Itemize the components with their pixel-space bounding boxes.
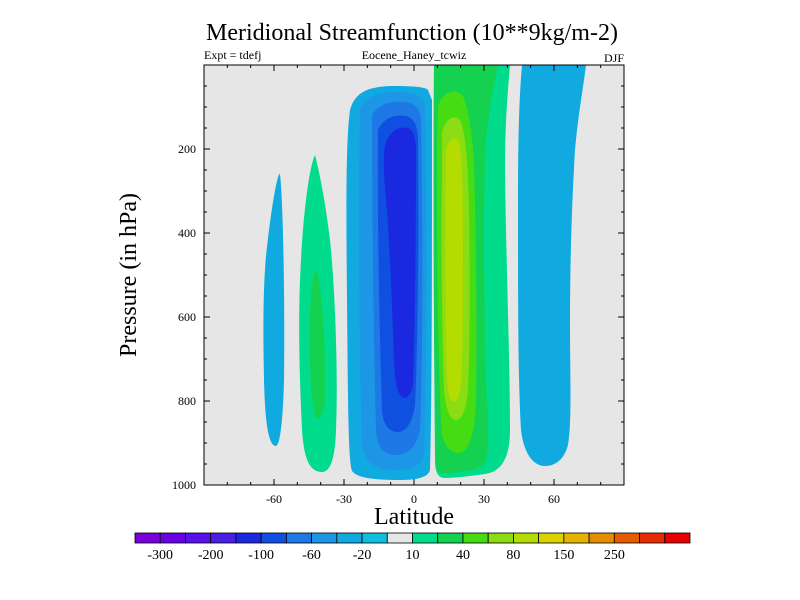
- colorbar-swatch: [159, 532, 186, 544]
- experiment-label: Expt = tdefj: [204, 48, 261, 62]
- colorbar-swatch: [361, 532, 388, 544]
- colorbar-swatch: [513, 532, 540, 544]
- colorbar-swatch: [639, 532, 666, 544]
- colorbar-swatch: [664, 532, 691, 544]
- x-tick-label: 30: [478, 492, 490, 506]
- colorbar-label: -200: [198, 548, 224, 563]
- y-tick-label: 600: [178, 310, 196, 324]
- season-label: DJF: [604, 51, 624, 65]
- colorbar-label: -300: [147, 548, 173, 563]
- chart-title: Meridional Streamfunction (10**9kg/m-2): [206, 20, 618, 46]
- x-tick-label: -30: [336, 492, 352, 506]
- colorbar-swatch: [210, 532, 237, 544]
- y-tick-label: 200: [178, 142, 196, 156]
- colorbar-swatch: [134, 532, 161, 544]
- colorbar-label: 250: [604, 548, 625, 563]
- y-tick-label: 800: [178, 394, 196, 408]
- colorbar-label: 40: [456, 548, 470, 563]
- colorbar-swatch: [336, 532, 363, 544]
- x-tick-label: 0: [411, 492, 417, 506]
- run-name-label: Eocene_Haney_tcwiz: [362, 48, 467, 62]
- colorbar-label: 80: [506, 548, 520, 563]
- contour-north-pos250: [445, 138, 463, 402]
- colorbar-swatch: [462, 532, 489, 544]
- colorbar-swatch: [285, 532, 312, 544]
- axes-group: -60 -30 0 30 60 200 400 600 800 1000: [172, 64, 625, 506]
- colorbar-label: -100: [248, 548, 274, 563]
- y-tick-label: 1000: [172, 478, 196, 492]
- colorbar-label: -20: [353, 548, 372, 563]
- colorbar-label: 10: [406, 548, 420, 563]
- colorbar-swatch: [487, 532, 514, 544]
- x-tick-label: -60: [266, 492, 282, 506]
- x-tick-label: 60: [548, 492, 560, 506]
- colorbar-swatch: [588, 532, 615, 544]
- colorbar-swatch: [386, 532, 413, 544]
- colorbar-swatch: [437, 532, 464, 544]
- colorbar-swatch: [311, 532, 338, 544]
- y-axis-label: Pressure (in hPa): [116, 193, 142, 357]
- colorbar-label: -60: [302, 548, 321, 563]
- contour-s40-pos40: [310, 271, 326, 419]
- colorbar-swatch: [235, 532, 262, 544]
- contour-s60-neg20: [263, 173, 285, 446]
- contour-field-group: [263, 65, 586, 480]
- colorbar-swatch: [185, 532, 212, 544]
- colorbar-swatch: [563, 532, 590, 544]
- colorbar: -300 -200 -100 -60 -20 10 40 80 150 250: [134, 532, 691, 563]
- colorbar-swatch: [260, 532, 287, 544]
- y-tick-label: 400: [178, 226, 196, 240]
- colorbar-label: 150: [553, 548, 574, 563]
- contour-north-neg20: [518, 65, 586, 466]
- colorbar-swatch: [538, 532, 565, 544]
- colorbar-swatch: [412, 532, 439, 544]
- colorbar-swatch: [613, 532, 640, 544]
- x-axis-label: Latitude: [374, 504, 454, 530]
- contour-south-neg300: [383, 127, 416, 398]
